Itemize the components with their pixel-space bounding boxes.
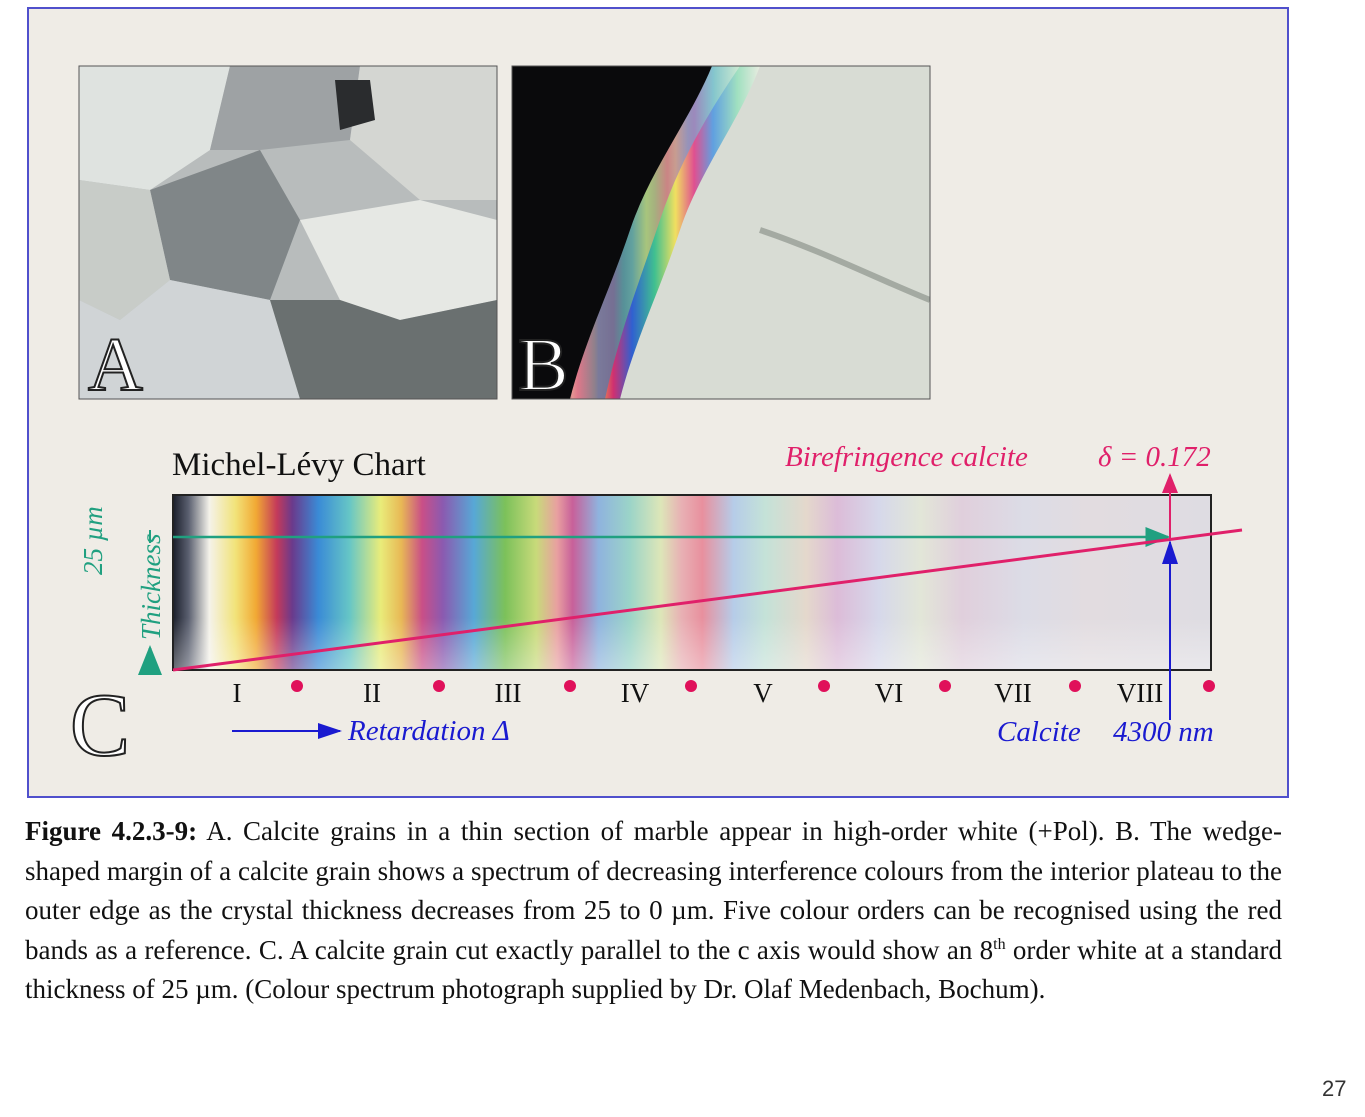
photo-border [511, 65, 931, 400]
order-label: V [753, 678, 773, 708]
panel-label: B [518, 323, 569, 407]
delta-label: δ = 0.172 [1098, 441, 1211, 473]
order-label: VI [875, 678, 904, 708]
photo-border [78, 65, 498, 400]
order-label: I [233, 678, 242, 708]
retardation-label: Retardation Δ [347, 715, 510, 747]
panel-label: A [88, 323, 143, 407]
caption-sup: th [993, 935, 1006, 953]
red-band-dot [433, 680, 445, 692]
thickness-value: 25 µm [78, 506, 108, 575]
red-band-dot [685, 680, 697, 692]
caption-text: A. Calcite grains in a thin section of m… [25, 816, 1283, 965]
order-label: IV [621, 678, 650, 708]
order-label: VIII [1117, 678, 1163, 708]
caption-text: order white at a standard thickness of 2… [25, 934, 1282, 1005]
chart-title: Michel-Lévy Chart [172, 447, 426, 483]
birefringence-line [172, 528, 1243, 672]
red-band-dot [564, 680, 576, 692]
red-band-dot [291, 680, 303, 692]
birefringence-label: Birefringence calcite [785, 441, 1028, 473]
photo-b: B [512, 66, 930, 407]
caption: Figure 4.2.3-9: A. Calcite grains in a t… [25, 812, 1282, 1010]
photo-a: A [79, 66, 497, 407]
thickness-label: Thickness [136, 534, 166, 640]
red-band-dot [1069, 680, 1081, 692]
orders: I II III IV V VI VII VIII [233, 678, 1215, 708]
red-band-dot [1203, 680, 1215, 692]
red-band-dot [818, 680, 830, 692]
panel-label: C [70, 676, 130, 775]
spectrum-border [172, 494, 1212, 671]
retardation-value: 4300 nm [1113, 716, 1214, 748]
figure: A B Michel-Lévy Chart Birefringence calc… [27, 7, 1289, 798]
calcite-label: Calcite [997, 716, 1081, 748]
order-label: III [495, 678, 522, 708]
red-band-dot [939, 680, 951, 692]
order-label: VII [994, 678, 1031, 708]
page-number: 27 [1322, 1076, 1347, 1101]
caption-lead: Figure 4.2.3-9: [25, 816, 198, 846]
order-label: II [363, 678, 381, 708]
